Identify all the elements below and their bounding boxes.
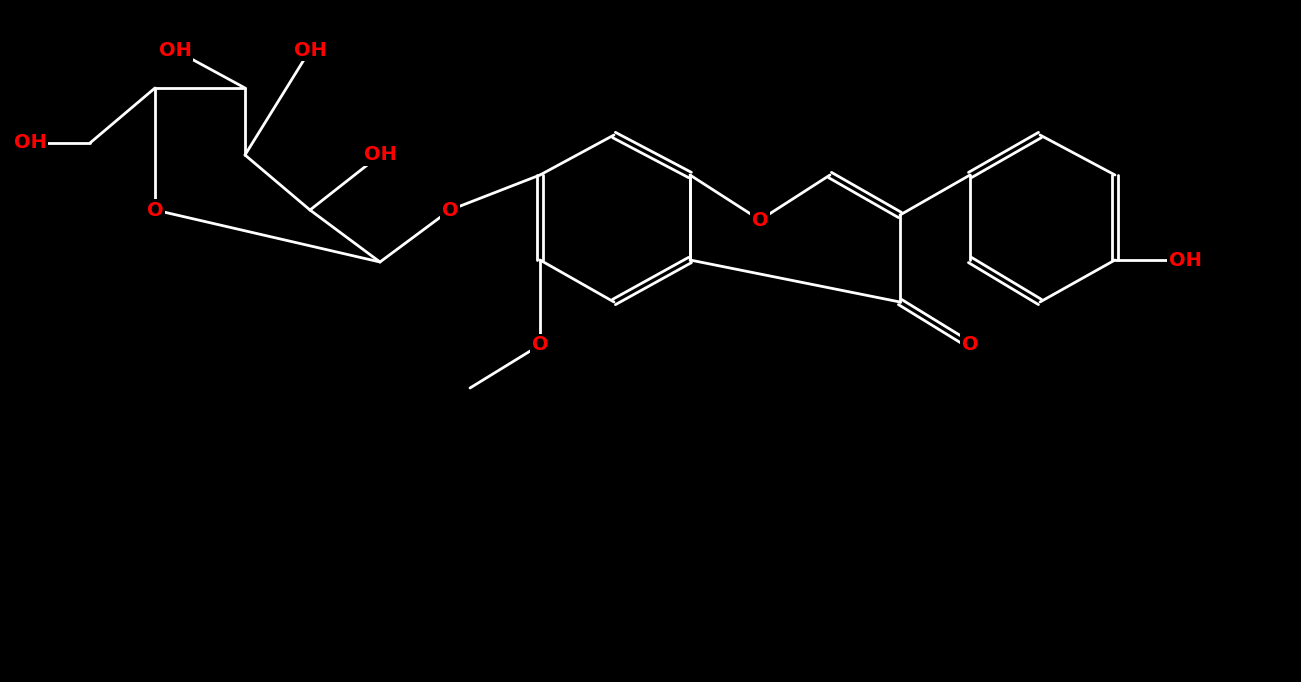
Text: OH: OH xyxy=(159,40,191,59)
Text: O: O xyxy=(961,336,978,355)
Text: OH: OH xyxy=(1168,250,1201,269)
Text: OH: OH xyxy=(13,134,47,153)
Text: OH: OH xyxy=(363,145,397,164)
Text: O: O xyxy=(752,211,769,230)
Text: OH: OH xyxy=(294,40,327,59)
Text: O: O xyxy=(532,336,548,355)
Text: O: O xyxy=(441,201,458,220)
Text: O: O xyxy=(147,201,164,220)
